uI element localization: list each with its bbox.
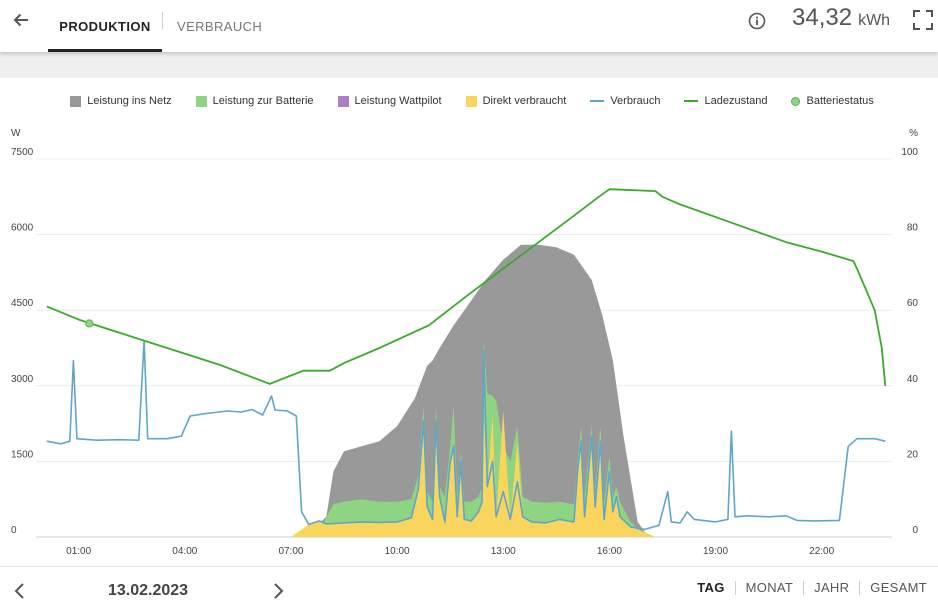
legend-item-batterie[interactable]: Leistung zur Batterie [195, 95, 314, 107]
fullscreen-icon[interactable] [912, 9, 934, 31]
y-right-tick-label: 100 [901, 147, 918, 158]
tab-divider [162, 12, 163, 29]
tab-verbrauch-label: VERBRAUCH [177, 18, 263, 34]
tab-verbrauch[interactable]: VERBRAUCH [177, 0, 262, 52]
legend-swatch-netz [70, 95, 82, 107]
legend-item-verbrauch[interactable]: Verbrauch [590, 95, 660, 107]
legend-label-batteriestatus: Batteriestatus [806, 95, 874, 107]
axes: W % 0 0 1500 20 3000 40 4500 60 6000 80 7500 100 01:… [11, 128, 918, 557]
period-divider [734, 580, 736, 595]
x-tick-label: 07:00 [278, 546, 303, 557]
x-tick-label: 19:00 [703, 546, 728, 557]
x-tick-label: 01:00 [66, 546, 91, 557]
y-right-tick-label: 80 [907, 223, 919, 234]
grid-lines [36, 158, 892, 538]
y-left-unit: W [11, 128, 21, 139]
back-button[interactable] [9, 8, 33, 32]
y-right-tick-label: 20 [907, 449, 919, 460]
y-left-tick-label: 6000 [11, 223, 34, 234]
y-right-tick-label: 0 [912, 525, 918, 536]
total-value: 34,32 [792, 4, 853, 31]
date-label[interactable]: 13.02.2023 [108, 582, 189, 599]
top-bar: PRODUKTION VERBRAUCH 34,32 kWh [0, 0, 938, 52]
chart-legend: Leistung ins Netz Leistung zur Batterie … [0, 88, 938, 114]
y-left-tick-label: 1500 [11, 449, 34, 460]
legend-swatch-batterie [195, 95, 207, 107]
legend-swatch-verbrauch [590, 100, 605, 102]
period-tag[interactable]: TAG [697, 580, 725, 595]
total-unit: kWh [858, 12, 891, 29]
legend-label-verbrauch: Verbrauch [610, 95, 661, 107]
period-gesamt[interactable]: GESAMT [870, 580, 927, 595]
legend-item-direkt[interactable]: Direkt verbraucht [465, 95, 567, 107]
period-divider [859, 580, 861, 595]
y-left-tick-label: 3000 [11, 374, 34, 385]
period-jahr[interactable]: JAHR [814, 580, 850, 595]
arrow-left-icon [13, 13, 28, 27]
legend-swatch-direkt [465, 95, 477, 107]
area-series [291, 244, 656, 537]
legend-item-netz[interactable]: Leistung ins Netz [70, 95, 172, 107]
info-icon[interactable] [748, 12, 766, 30]
period-selector: TAG MONAT JAHR GESAMT [697, 580, 927, 595]
y-right-tick-label: 60 [907, 298, 919, 309]
date-footer: 13.02.2023 TAG MONAT JAHR GESAMT [0, 566, 938, 607]
line-series [46, 188, 887, 531]
line-ladezustand [46, 188, 887, 386]
x-tick-label: 04:00 [172, 546, 197, 557]
x-tick-label: 13:00 [491, 546, 516, 557]
area-netz [308, 244, 652, 537]
period-divider [803, 580, 805, 595]
energy-chart: W % 0 0 1500 20 3000 40 4500 60 6000 80 7500 100 01:… [11, 128, 918, 557]
chevron-right-icon[interactable] [268, 581, 288, 601]
x-tick-label: 10:00 [385, 546, 410, 557]
y-left-tick-label: 0 [11, 525, 17, 536]
chevron-left-icon[interactable] [10, 581, 30, 601]
legend-item-ladezustand[interactable]: Ladezustand [684, 95, 767, 107]
legend-item-wattpilot[interactable]: Leistung Wattpilot [337, 95, 442, 107]
y-left-tick-label: 7500 [11, 147, 34, 158]
x-tick-label: 16:00 [597, 546, 622, 557]
legend-swatch-wattpilot [337, 95, 349, 107]
legend-label-ladezustand: Ladezustand [704, 95, 768, 107]
marker-batteriestatus [85, 319, 94, 328]
legend-label-batterie: Leistung zur Batterie [212, 95, 314, 107]
total-energy: 34,32 kWh [792, 4, 890, 38]
x-tick-label: 22:00 [809, 546, 834, 557]
legend-label-netz: Leistung ins Netz [87, 95, 172, 107]
y-left-tick-label: 4500 [11, 298, 34, 309]
period-monat[interactable]: MONAT [745, 580, 794, 595]
toolbar-band [0, 52, 938, 78]
legend-label-wattpilot: Leistung Wattpilot [354, 95, 442, 107]
tab-produktion[interactable]: PRODUKTION [48, 0, 162, 52]
legend-label-direkt: Direkt verbraucht [482, 95, 567, 107]
tab-produktion-label: PRODUKTION [59, 18, 151, 34]
legend-swatch-ladezustand [684, 100, 699, 102]
line-verbrauch [46, 339, 886, 531]
legend-swatch-batteriestatus [791, 96, 801, 106]
y-right-unit: % [909, 128, 918, 139]
y-right-tick-label: 40 [907, 374, 919, 385]
legend-item-batteriestatus[interactable]: Batteriestatus [791, 95, 874, 107]
